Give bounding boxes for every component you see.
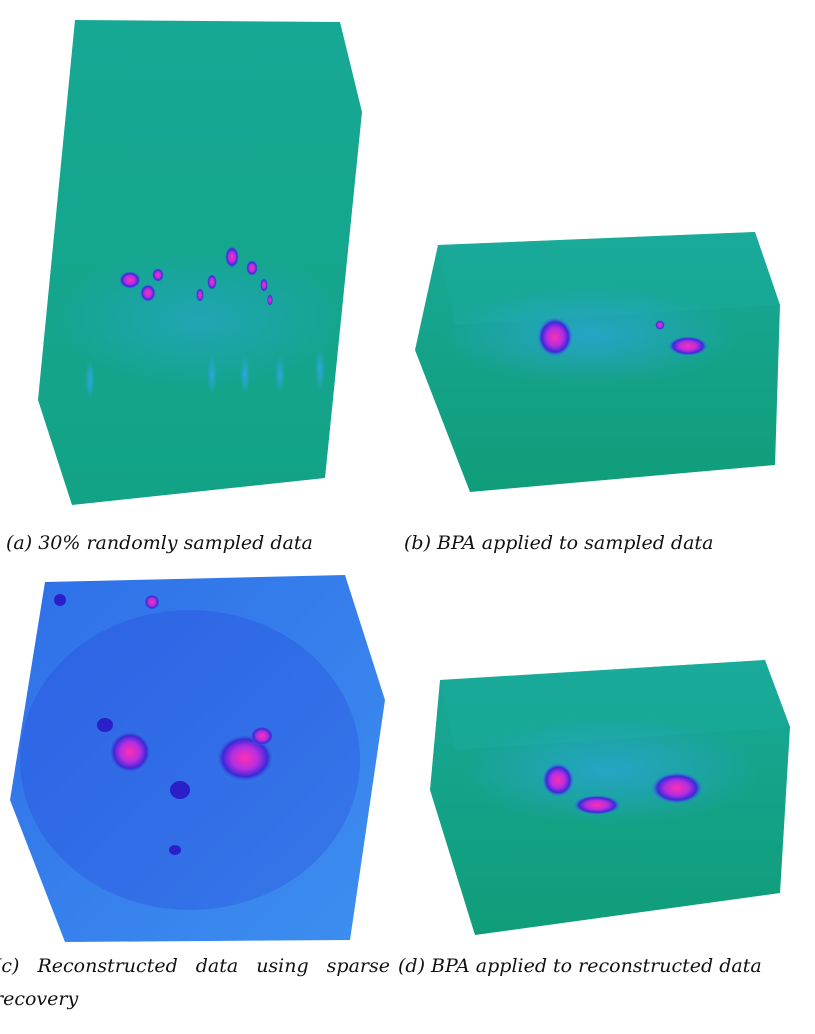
panel-a-volume [38, 20, 362, 505]
panel-c-volume [10, 575, 385, 942]
figure-page: (a) 30% randomly sampled data (b) BPA ap… [0, 0, 815, 1034]
caption-a: (a) 30% randomly sampled data [6, 527, 391, 560]
caption-b: (b) BPA applied to sampled data [404, 527, 814, 560]
panel-b-volume [415, 232, 780, 492]
caption-d: (d) BPA applied to reconstructed data [398, 950, 810, 983]
caption-c: (c) Reconstructed data using sparse reco… [0, 950, 390, 1016]
panel-d-volume [430, 660, 790, 935]
volume-renderings [0, 0, 815, 1034]
